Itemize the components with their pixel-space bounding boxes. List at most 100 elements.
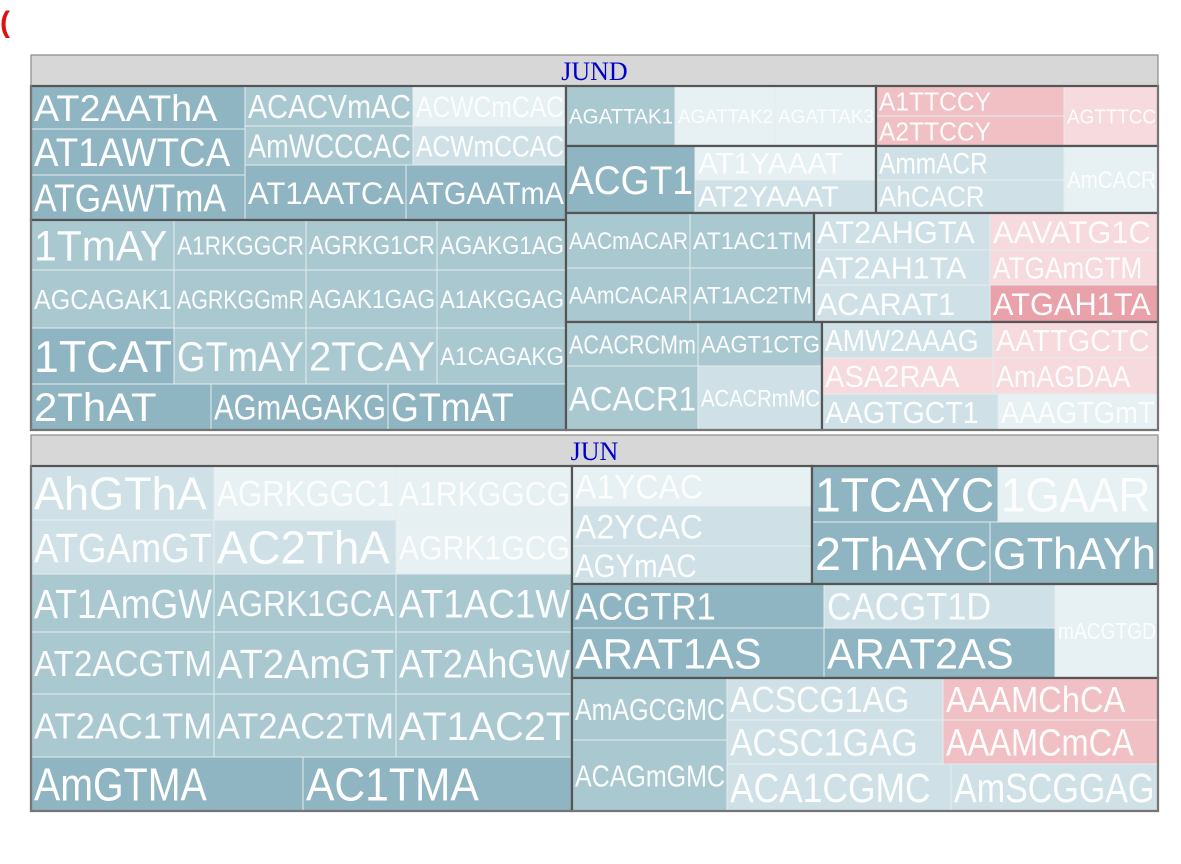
group-header [31, 435, 1158, 466]
tile-rect [875, 179, 1065, 214]
tile-label: AAGT1CTG [701, 332, 820, 359]
tile-label: 1TCAYC [815, 468, 994, 522]
tile: AT1AC1W [395, 573, 573, 633]
tile-label: AmAGDAA [996, 359, 1131, 394]
tile-label: AGRKGGmR [177, 286, 304, 314]
tile: A2YCAC [571, 505, 813, 547]
tile-rect [997, 393, 1159, 431]
tile: AGAKG1AG [436, 219, 567, 271]
tile-rect [694, 145, 877, 181]
tile: 1TCAT [30, 327, 175, 385]
tile-label: AACmACAR [569, 228, 688, 255]
tile-label: ACA1CGMC [730, 765, 931, 811]
tile-label: AmGTMA [34, 759, 207, 811]
group-title: JUN [571, 437, 619, 466]
tile-rect [213, 693, 397, 758]
tile: ATGAmGTM [989, 249, 1159, 286]
tile-label: AmWCCCAC [248, 128, 411, 165]
tile: ACACVmAC [244, 85, 414, 127]
tile-label: GTmAY [177, 334, 304, 380]
tile-label: A1YCAC [575, 468, 703, 506]
tile-label: AmSCGGAG [954, 765, 1155, 811]
tile: 2ThAYC [811, 521, 991, 585]
tile: AC2ThA [213, 519, 397, 575]
tile-label: ARAT1AS [575, 630, 762, 678]
tile-rect [436, 327, 567, 385]
tile: A1TTCCY [875, 85, 1065, 117]
tile: ACAGmGMC [571, 739, 728, 812]
tile: AGAK1GAG [305, 269, 438, 329]
tile-label: ARAT2AS [827, 630, 1014, 678]
tile-label: AT1AC2TM [693, 283, 812, 310]
tile: ACARAT1 [813, 284, 991, 323]
tile: mACGTGD [1054, 583, 1159, 679]
tile: AAAGTGmT [997, 393, 1159, 431]
corner-mark: ( [0, 6, 10, 39]
tile-label: AhCACR [879, 182, 985, 214]
group-title: JUND [561, 57, 627, 86]
subgroup: AACmACAR AT1AC1TM AAmCACAR AT1AC2TM [564, 211, 816, 324]
tile: AGRKGGmR [173, 269, 307, 329]
tile-label: AGRKGGC1 [217, 474, 394, 514]
tile-rect [875, 145, 1065, 181]
tile-label: A1CAGAKG [440, 343, 564, 371]
tile: GTmAY [173, 327, 307, 385]
tile-label: AAGTGCT1 [825, 395, 979, 430]
tile: ATGAH1TA [989, 284, 1159, 323]
tile: ACGTR1 [571, 583, 825, 629]
tile: AhCACR [875, 179, 1065, 214]
tile-label: AT2AH1TA [817, 252, 967, 285]
tile: ACACRmMC [697, 365, 823, 431]
tile-label: 1TCAT [34, 332, 172, 382]
tile-rect [395, 573, 573, 633]
tile-label: AT1AC1W [399, 582, 571, 626]
tile-rect [565, 365, 699, 431]
tile-rect [697, 365, 823, 431]
tile-rect [821, 321, 994, 359]
tile-rect [213, 573, 397, 633]
tile-label: ACWmCCAC [416, 130, 564, 163]
tile: AT2ACGTM [30, 631, 215, 695]
tile: AGRK1GCA [213, 573, 397, 633]
tile: A2TTCCY [875, 115, 1065, 147]
tile: AAAMCmCA [942, 719, 1159, 765]
tile: ARAT1AS [571, 627, 825, 679]
tile-label: AmmACR [879, 149, 988, 181]
tile-label: AT1AC1TM [693, 228, 812, 255]
tile: 2ThAT [30, 383, 212, 431]
tile: AAGT1CTG [697, 321, 823, 367]
tile: AmAGCGMC [571, 677, 728, 741]
tile: AAVATG1C [989, 212, 1159, 251]
tile: AT2AH1TA [813, 249, 991, 286]
tile: AT1YAAAT [694, 145, 877, 181]
tile-rect [395, 693, 573, 758]
tile: A1AKGGAG [436, 269, 567, 329]
tile-rect [30, 573, 215, 633]
tile-rect [395, 465, 573, 521]
tile-rect [244, 125, 414, 166]
tile: GTmAT [387, 383, 567, 431]
tile-label: ACACR1 [569, 380, 696, 418]
tile-rect [571, 627, 825, 679]
tile: AT1AC2TM [689, 267, 815, 323]
subgroup: ACGTR1 CACGT1D mACGTGD ARAT1AS ARAT2AS [570, 582, 1160, 680]
tile: AGYmAC [571, 545, 813, 585]
tile-label: AT2YAAAT [698, 182, 839, 214]
tile-label: AGTTTCC [1067, 105, 1156, 128]
tile-rect [694, 179, 877, 214]
tile-label: ATGAmGT [34, 525, 212, 571]
tile-rect [305, 269, 438, 329]
tile-rect [30, 327, 175, 385]
tile: ASA2RAA [821, 357, 994, 395]
tile: AT1AATCA [244, 164, 407, 221]
tile-label: AT2AC1TM [34, 705, 212, 746]
tile-label: A1TTCCY [879, 88, 991, 116]
tile-rect [244, 164, 407, 221]
tile-label: 2ThAYC [815, 528, 988, 580]
tile: AAAMChCA [942, 677, 1159, 721]
tile-label: AGATTAK1 [569, 106, 673, 129]
